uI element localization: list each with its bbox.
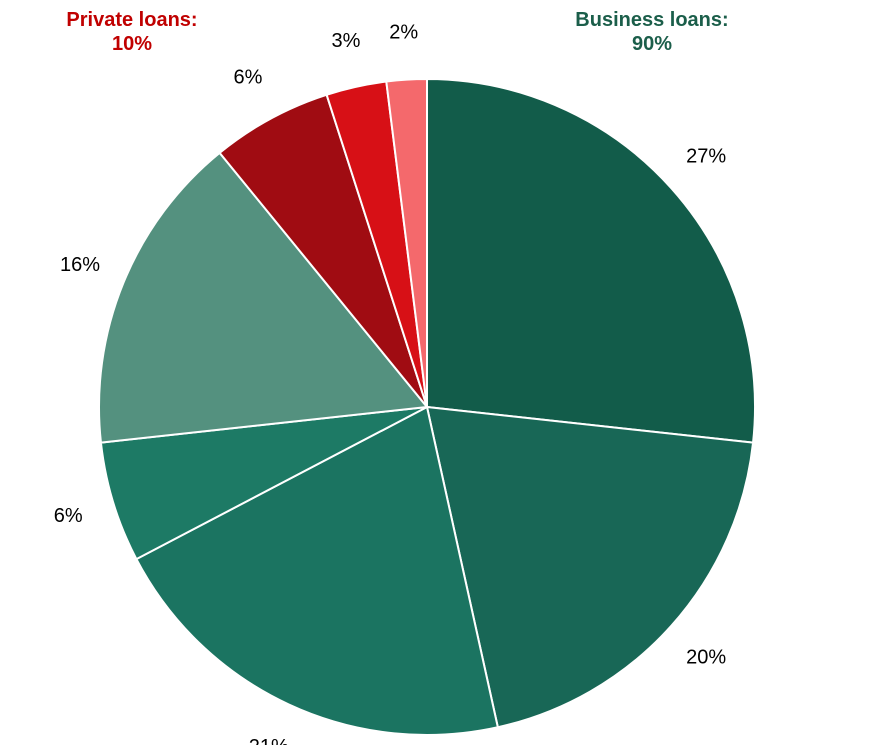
pie-slices — [98, 77, 756, 736]
private-loans-title: Private loans: — [66, 9, 198, 31]
pie-slice-6 — [218, 93, 428, 408]
pie-slice-3 — [135, 405, 500, 736]
pie-slice-5 — [98, 151, 429, 444]
pie-slice-label-7: 3% — [332, 30, 361, 52]
business-loans-group-label: Business loans: 90% — [552, 8, 752, 56]
pie-slice-label-2: 20% — [686, 646, 726, 668]
pie-slice-label-3: 21% — [249, 736, 289, 745]
pie-slice-1 — [426, 77, 756, 444]
pie-slice-2 — [425, 405, 755, 729]
pie-slice-label-6: 6% — [234, 66, 263, 88]
business-loans-share: 90% — [631, 33, 673, 55]
private-loans-share: 10% — [111, 33, 153, 55]
pie-slice-label-1: 27% — [686, 146, 726, 168]
pie-slice-label-4: 6% — [54, 505, 83, 527]
business-loans-title: Business loans: — [575, 9, 729, 31]
pie-slice-label-5: 16% — [60, 254, 100, 276]
pie-slice-4 — [99, 406, 428, 561]
pie-slice-labels: 27% 20% 21% 6% 16% 6% 3% 2% — [54, 22, 727, 745]
pie-slice-label-8: 2% — [389, 22, 418, 44]
private-loans-group-label: Private loans: 10% — [32, 8, 232, 56]
pie-slice-8 — [385, 77, 428, 408]
